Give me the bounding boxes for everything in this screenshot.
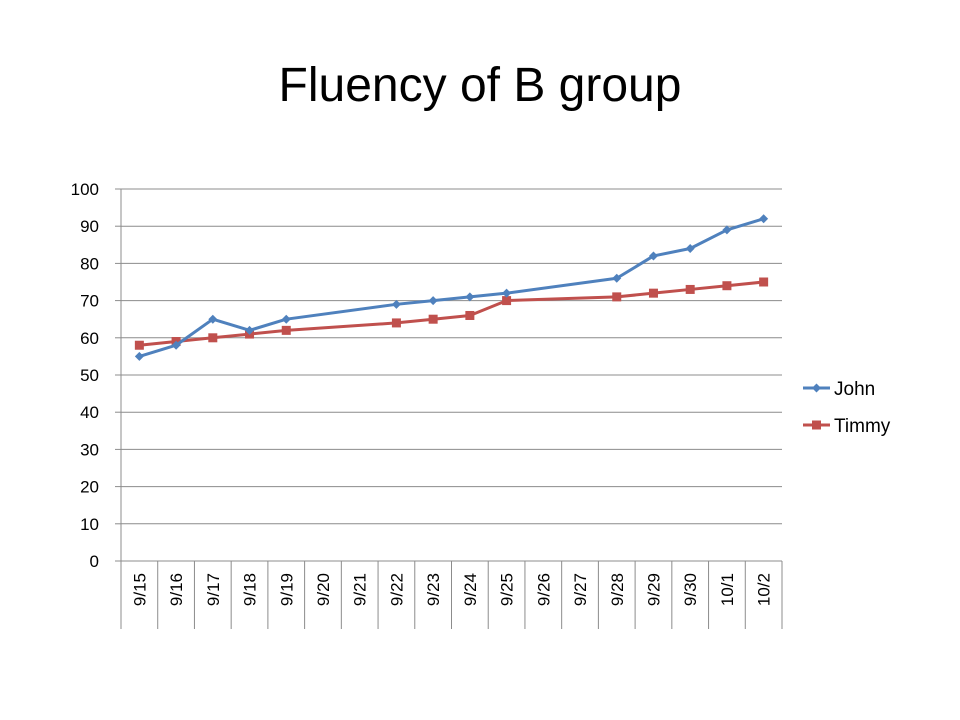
slide-title: Fluency of B group <box>278 59 682 112</box>
data-point-timmy <box>612 292 622 302</box>
data-point-john <box>245 325 255 335</box>
x-tick-label: 9/28 <box>608 573 627 606</box>
legend-label-timmy: Timmy <box>834 416 891 437</box>
series <box>134 214 769 361</box>
x-tick-label: 9/25 <box>498 573 517 606</box>
data-point-timmy <box>428 314 438 324</box>
legend-marker-john <box>812 383 821 393</box>
x-tick-label: 10/1 <box>718 573 737 606</box>
series-line-john <box>138 217 765 358</box>
legend-marker-timmy <box>812 420 821 430</box>
series-line-timmy <box>139 280 764 347</box>
y-tick-label: 100 <box>71 180 99 199</box>
x-tick-label: 9/15 <box>130 573 149 606</box>
data-point-timmy <box>759 277 769 287</box>
y-axis-ticks: 0 10 20 30 40 50 60 70 80 90 100 <box>71 180 99 571</box>
data-point-timmy <box>281 325 291 335</box>
y-tick-label: 50 <box>80 366 99 385</box>
data-point-john <box>648 251 658 261</box>
data-point-timmy <box>134 340 144 350</box>
x-tick-label: 9/29 <box>644 573 663 606</box>
y-tick-label: 70 <box>80 292 99 311</box>
x-tick-label: 9/21 <box>351 573 370 606</box>
x-axis-ticks: 9/15 9/16 9/17 9/18 9/19 9/20 9/21 9/22 9/23 9/24… <box>130 573 773 606</box>
x-tick-label: 9/23 <box>424 573 443 606</box>
x-tick-label: 9/17 <box>204 573 223 606</box>
data-point-timmy <box>208 333 218 343</box>
y-tick-label: 90 <box>80 217 99 236</box>
data-point-timmy <box>502 296 512 306</box>
data-point-john <box>685 244 695 254</box>
x-tick-label: 9/20 <box>314 573 333 606</box>
y-tick-label: 10 <box>80 515 99 534</box>
axes <box>115 188 783 629</box>
gridlines <box>121 188 782 525</box>
data-point-john <box>428 296 438 306</box>
y-tick-label: 60 <box>80 329 99 348</box>
y-tick-label: 20 <box>80 478 99 497</box>
legend-label-john: John <box>834 379 875 400</box>
data-point-timmy <box>722 281 732 291</box>
data-point-john <box>722 225 732 235</box>
data-point-timmy <box>685 284 695 294</box>
y-tick-label: 30 <box>80 440 99 459</box>
x-tick-label: 10/2 <box>755 573 774 606</box>
data-point-john <box>391 299 401 309</box>
data-point-john <box>502 288 512 298</box>
y-tick-label: 40 <box>80 403 99 422</box>
data-point-timmy <box>391 318 401 328</box>
data-point-john <box>134 351 144 361</box>
x-tick-label: 9/26 <box>534 573 553 606</box>
x-tick-label: 9/19 <box>277 573 296 606</box>
data-point-john <box>171 340 181 350</box>
data-point-john <box>759 214 769 224</box>
x-tick-label: 9/30 <box>681 573 700 606</box>
data-point-timmy <box>648 288 658 298</box>
y-tick-label: 80 <box>80 254 99 273</box>
data-point-john <box>281 314 291 324</box>
x-tick-label: 9/18 <box>241 573 260 606</box>
x-tick-label: 9/22 <box>387 573 406 606</box>
data-point-john <box>612 273 622 283</box>
data-point-john <box>208 314 218 324</box>
data-point-timmy <box>465 310 475 320</box>
x-tick-label: 9/24 <box>461 573 480 606</box>
x-tick-label: 9/27 <box>571 573 590 606</box>
legend: John Timmy <box>803 379 891 437</box>
x-tick-label: 9/16 <box>167 573 186 606</box>
data-point-john <box>465 292 475 302</box>
y-tick-label: 0 <box>90 552 99 571</box>
